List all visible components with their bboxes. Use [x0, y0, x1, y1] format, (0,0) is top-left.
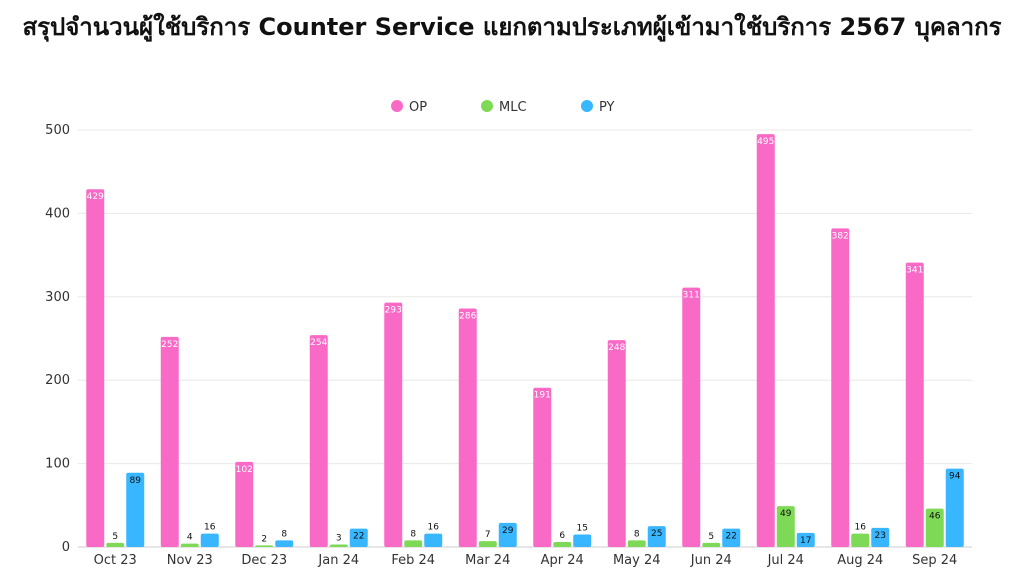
- y-tick-label: 300: [45, 290, 70, 305]
- bar-mlc: [925, 508, 944, 547]
- bar-mlc: [553, 541, 572, 547]
- data-label-op: 311: [683, 291, 700, 301]
- bar-op: [160, 336, 179, 547]
- legend-marker-op: [391, 100, 403, 112]
- x-tick-label: Apr 24: [541, 553, 584, 568]
- bar-py: [647, 526, 666, 547]
- data-label-mlc: 7: [485, 530, 491, 540]
- data-label-op: 286: [459, 311, 476, 321]
- x-tick-label: Jun 24: [690, 553, 732, 568]
- data-label-mlc: 6: [559, 531, 565, 541]
- bar-py: [275, 540, 294, 547]
- legend-label-mlc: MLC: [499, 100, 527, 115]
- data-label-py: 22: [726, 532, 737, 542]
- bar-op: [309, 335, 328, 547]
- data-label-py: 16: [428, 523, 440, 533]
- data-label-py: 17: [800, 536, 811, 546]
- data-label-op: 252: [161, 340, 178, 350]
- bar-mlc: [478, 541, 497, 547]
- data-label-py: 89: [130, 476, 142, 486]
- bar-py: [126, 472, 145, 547]
- bar-py: [573, 534, 592, 547]
- data-label-py: 15: [577, 523, 588, 533]
- y-tick-label: 0: [62, 540, 70, 555]
- data-label-op: 429: [87, 192, 104, 202]
- data-label-mlc: 46: [929, 512, 941, 522]
- x-tick-label: Feb 24: [391, 553, 435, 568]
- bar-py: [349, 528, 368, 547]
- data-label-op: 191: [534, 391, 551, 401]
- x-tick-label: Sep 24: [912, 553, 957, 568]
- data-label-mlc: 5: [708, 532, 714, 542]
- data-label-op: 248: [608, 343, 625, 353]
- bar-py: [722, 528, 741, 547]
- data-label-mlc: 8: [634, 529, 640, 539]
- bar-op: [682, 287, 701, 547]
- data-label-py: 94: [949, 472, 961, 482]
- data-label-py: 16: [204, 523, 216, 533]
- data-label-py: 29: [502, 526, 514, 536]
- data-label-mlc: 5: [112, 532, 118, 542]
- bar-py: [796, 532, 815, 547]
- bar-mlc: [329, 544, 348, 547]
- x-tick-label: Dec 23: [241, 553, 287, 568]
- bar-mlc: [106, 542, 125, 547]
- bar-py: [871, 527, 890, 547]
- legend-marker-py: [581, 100, 593, 112]
- bar-mlc: [702, 542, 721, 547]
- data-label-op: 254: [310, 338, 327, 348]
- y-tick-label: 200: [45, 373, 70, 388]
- bar-mlc: [776, 506, 795, 547]
- bar-py: [498, 522, 517, 547]
- data-label-op: 382: [832, 231, 849, 241]
- data-label-op: 495: [757, 137, 774, 147]
- bar-mlc: [851, 533, 870, 547]
- y-tick-label: 500: [45, 123, 70, 138]
- data-label-mlc: 2: [261, 534, 267, 544]
- x-tick-label: Jan 24: [317, 553, 359, 568]
- data-label-op: 341: [906, 266, 923, 276]
- chart-title: สรุปจำนวนผู้ใช้บริการ Counter Service แย…: [22, 13, 1002, 41]
- bar-op: [831, 228, 850, 548]
- data-label-mlc: 3: [336, 533, 342, 543]
- x-tick-label: Nov 23: [167, 553, 213, 568]
- bar-op: [905, 262, 924, 547]
- bar-mlc: [255, 545, 274, 547]
- bar-mlc: [404, 540, 423, 547]
- bar-op: [86, 189, 105, 548]
- x-tick-label: Mar 24: [465, 553, 510, 568]
- bar-mlc: [627, 540, 646, 547]
- data-label-py: 22: [353, 532, 364, 542]
- data-label-py: 23: [875, 531, 886, 541]
- x-tick-label: May 24: [613, 553, 661, 568]
- data-label-py: 25: [651, 529, 662, 539]
- bar-py: [424, 533, 443, 547]
- x-tick-label: Jul 24: [767, 553, 804, 568]
- y-tick-label: 400: [45, 206, 70, 221]
- legend-marker-mlc: [481, 100, 493, 112]
- x-tick-label: Aug 24: [837, 553, 883, 568]
- y-tick-label: 100: [45, 457, 70, 472]
- data-label-py: 8: [281, 529, 287, 539]
- data-label-op: 102: [236, 465, 253, 475]
- data-label-op: 293: [385, 306, 402, 316]
- legend-label-py: PY: [599, 100, 615, 115]
- bar-op: [458, 308, 477, 547]
- bar-op: [384, 302, 403, 547]
- data-label-mlc: 8: [410, 529, 416, 539]
- bar-op: [607, 340, 626, 547]
- bar-py: [945, 468, 964, 547]
- bar-mlc: [180, 543, 199, 547]
- data-label-mlc: 16: [855, 523, 867, 533]
- bar-op: [235, 461, 254, 547]
- bar-op: [756, 134, 775, 548]
- x-tick-label: Oct 23: [94, 553, 137, 568]
- data-label-mlc: 49: [780, 509, 792, 519]
- legend-label-op: OP: [409, 100, 427, 115]
- data-label-mlc: 4: [187, 533, 193, 543]
- bar-py: [200, 533, 219, 547]
- bar-op: [533, 387, 552, 547]
